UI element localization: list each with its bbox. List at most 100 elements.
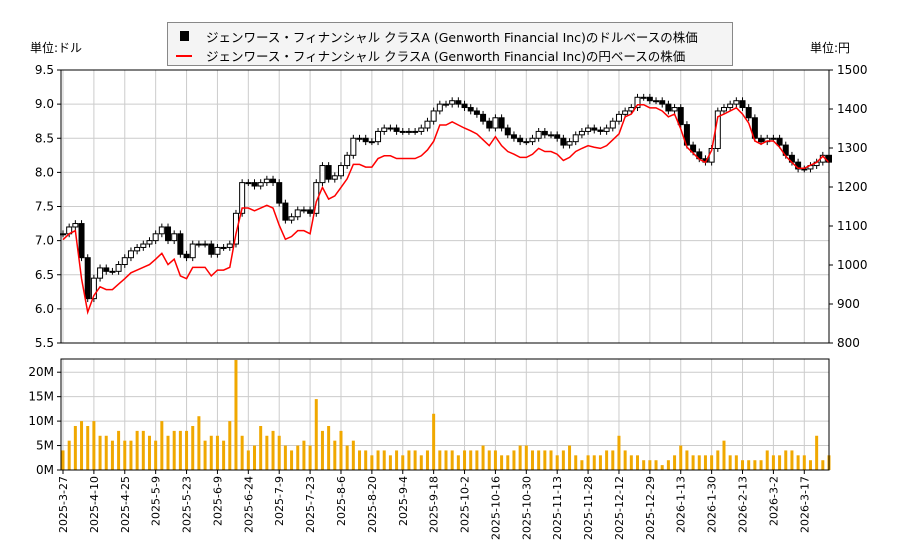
candle-body [430,110,437,122]
candle-body [276,182,283,204]
candle-body [529,137,536,143]
y-left-tick-label: 9.0 [35,97,54,111]
volume-bar [432,413,436,470]
volume-bar [642,460,646,470]
volume-bar [129,440,133,470]
volume-bar [92,421,96,470]
volume-bar [673,455,677,470]
volume-bar [117,430,121,470]
candle-body [115,264,122,272]
volume-bar [240,435,244,470]
candle-body [776,137,783,146]
candle-body [727,103,734,109]
volume-bar [450,450,454,470]
volume-bar [314,399,318,470]
candle-body [78,223,85,259]
candle-body [486,120,493,129]
volume-bar [327,425,331,470]
volume-bar [537,450,541,470]
x-tick-label: 2025-5-9 [150,476,163,526]
volume-bar [518,445,522,470]
x-tick-label: 2026-2-13 [737,476,750,533]
volume-bar [172,430,176,470]
volume-bar [592,455,596,470]
volume-bar [778,455,782,470]
candle-body [393,127,400,132]
volume-bar [703,455,707,470]
legend-label-usd: ジェンワース・フィナンシャル クラスA (Genworth Financial … [206,30,698,45]
candle-body [443,103,449,106]
candle-body [127,250,134,259]
candle-body [455,100,462,105]
candle-body [331,175,338,180]
volume-bar [487,450,491,470]
volume-bar [463,450,467,470]
candle-body [739,100,746,109]
volume-bar [796,455,800,470]
volume-bar [821,460,825,470]
candle-body [319,165,326,184]
candle-body [109,270,116,273]
candle-body [313,182,320,214]
volume-bar [203,440,207,470]
volume-bar [784,450,788,470]
candle-body [504,127,511,136]
candle-body [677,107,684,126]
volume-bar [290,450,294,470]
volume-tick-label: 10M [28,414,54,428]
right-unit-label: 単位:円 [810,41,851,55]
volume-bar [722,440,726,470]
volume-bar [759,460,763,470]
y-right-tick-label: 1400 [837,102,868,116]
candle-body [189,243,196,259]
volume-bar [771,455,775,470]
volume-bar [154,440,158,470]
candle-body [436,103,443,112]
legend-label-jpy: ジェンワース・フィナンシャル クラスA (Genworth Financial … [206,49,686,64]
candle-body [554,134,561,139]
volume-bar [265,435,269,470]
volume-bar [438,450,442,470]
volume-bar [73,425,77,470]
volume-bar [271,430,275,470]
candle-body [523,141,530,144]
candle-body [214,246,221,255]
volume-bar [80,421,84,470]
volume-bar [691,455,695,470]
volume-bar [629,455,633,470]
x-tick-label: 2025-7-23 [304,476,317,533]
y-right-tick-label: 1200 [837,180,868,194]
candle-body [745,107,752,119]
volume-bar [598,455,602,470]
candle-body [220,246,227,249]
x-tick-label: 2026-1-13 [675,476,688,533]
candle-body [498,117,505,129]
x-tick-label: 2025-4-25 [119,476,132,533]
x-tick-label: 2025-11-13 [551,476,564,540]
y-right-tick-label: 1100 [837,219,868,233]
candle-body [103,267,110,272]
candle-body [72,223,79,228]
volume-bar [574,455,578,470]
candle-body [208,243,215,255]
legend: ジェンワース・フィナンシャル クラスA (Genworth Financial … [167,22,733,66]
volume-bar [166,435,170,470]
volume-bar [413,450,417,470]
y-left-tick-label: 6.0 [35,302,54,316]
candle-body [566,141,573,146]
candle-body [171,233,178,242]
volume-bar [253,445,256,470]
candle-body [733,100,740,105]
volume-tick-label: 15M [28,390,54,404]
y-right-tick-label: 800 [837,336,860,350]
volume-bar [654,460,658,470]
candle-body [140,243,147,248]
x-tick-label: 2025-4-10 [88,476,101,533]
x-tick-label: 2025-3-27 [57,476,70,533]
candle-body [640,96,647,99]
candle-body [615,113,622,122]
candle-body [90,277,97,300]
candle-body [801,168,808,171]
volume-bar [141,430,145,470]
volume-bar [376,450,380,470]
